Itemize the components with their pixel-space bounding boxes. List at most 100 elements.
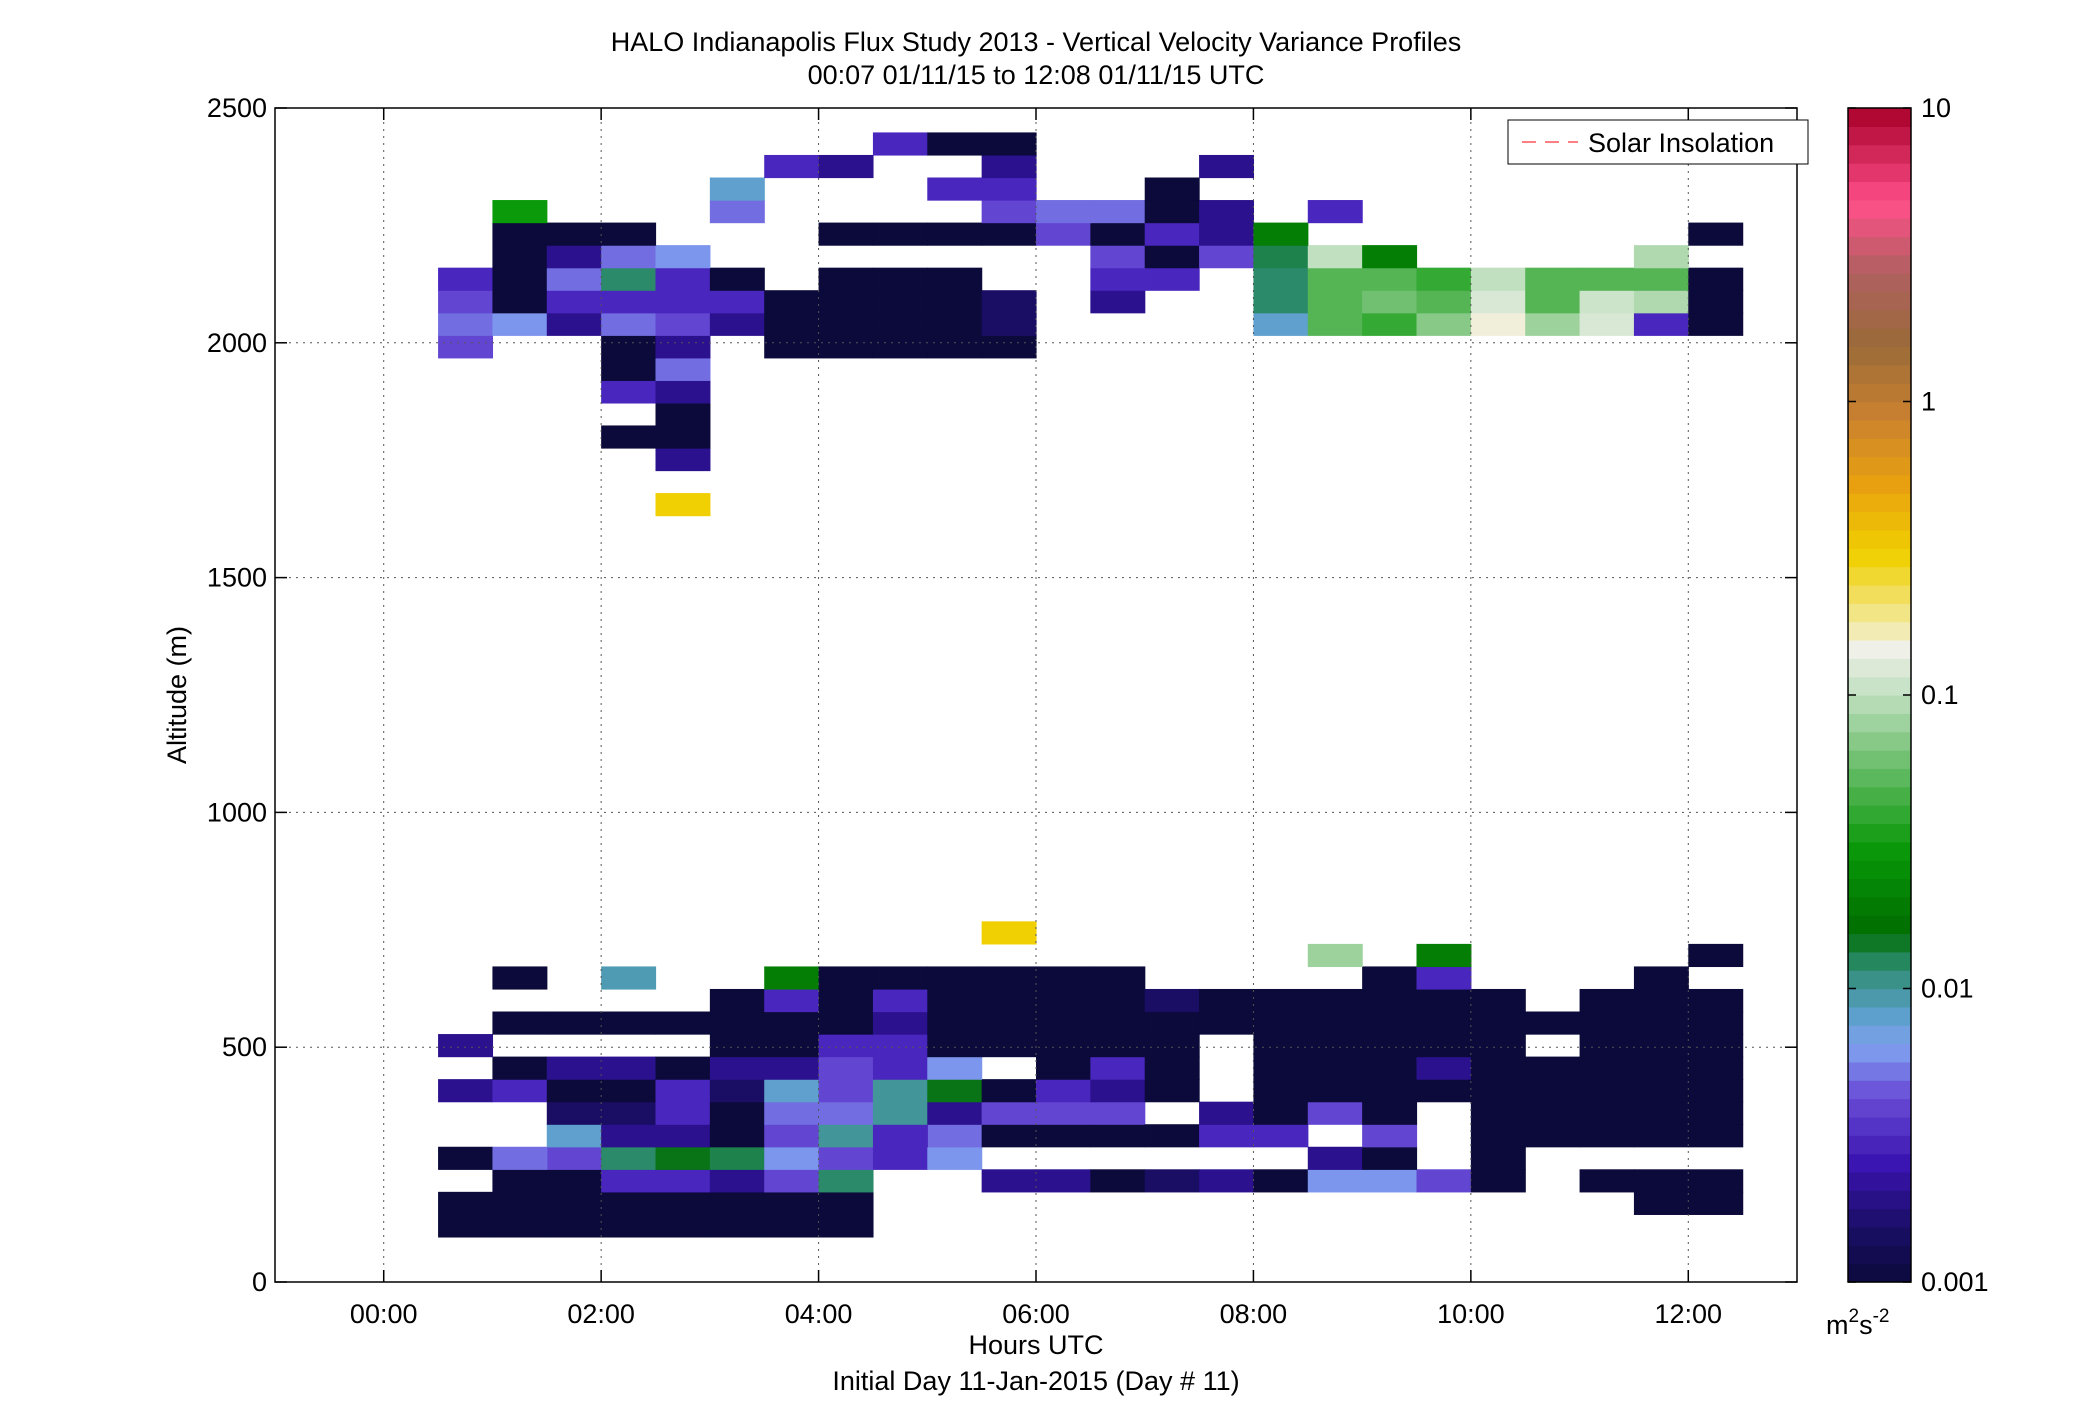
heatmap-cell — [1362, 1079, 1418, 1103]
heatmap-cell — [438, 1146, 494, 1170]
heatmap-cell — [1090, 1056, 1146, 1080]
colorbar-segment — [1848, 1208, 1911, 1228]
heatmap-cell — [1253, 1034, 1309, 1058]
heatmap-cell — [655, 1169, 711, 1193]
heatmap-cell — [981, 200, 1037, 224]
heatmap-cell — [438, 1214, 494, 1238]
heatmap-cell — [1633, 1011, 1689, 1035]
heatmap-cell — [709, 267, 765, 291]
heatmap-cell — [872, 1079, 928, 1103]
heatmap-cell — [1090, 1124, 1146, 1148]
heatmap-cell — [981, 988, 1037, 1013]
heatmap-cell — [1633, 1124, 1689, 1148]
heatmap-cell — [1525, 1101, 1581, 1125]
heatmap-cell — [1362, 1034, 1418, 1058]
colorbar-segment — [1848, 474, 1911, 494]
y-tick-label: 500 — [222, 1032, 267, 1062]
colorbar — [1848, 108, 1911, 1283]
heatmap-cell — [1362, 267, 1418, 291]
heatmap-cell — [655, 335, 711, 359]
heatmap-cell — [1090, 290, 1146, 314]
heatmap-cell — [492, 245, 548, 269]
heatmap-cell — [1688, 1056, 1744, 1080]
colorbar-segment — [1848, 493, 1911, 513]
heatmap-cell — [1199, 1101, 1255, 1125]
heatmap-cell — [655, 1056, 711, 1080]
heatmap-cell — [655, 290, 711, 314]
y-tick-label: 2500 — [207, 93, 267, 123]
heatmap-cell — [1036, 200, 1091, 224]
heatmap-cell — [1090, 1011, 1146, 1035]
colorbar-segment — [1848, 621, 1911, 641]
heatmap-cell — [438, 290, 494, 314]
heatmap-cell — [1253, 290, 1309, 314]
heatmap-cell — [655, 1146, 711, 1170]
colorbar-segment — [1848, 915, 1911, 935]
colorbar-segment — [1848, 1153, 1911, 1173]
heatmap-cell — [546, 222, 602, 246]
heatmap-cell — [764, 1101, 820, 1125]
heatmap-cell — [1362, 966, 1418, 990]
colorbar-segment — [1848, 713, 1911, 733]
colorbar-segment — [1848, 695, 1911, 714]
heatmap-cell — [1036, 1124, 1091, 1148]
heatmap-cell — [1688, 988, 1744, 1013]
colorbar-segment — [1848, 144, 1911, 164]
heatmap-cell — [764, 1034, 820, 1058]
heatmap-cell — [1199, 988, 1255, 1013]
colorbar-segment — [1848, 658, 1911, 678]
heatmap-cell — [872, 132, 928, 156]
heatmap-cell — [1362, 1169, 1418, 1193]
heatmap-cell — [1579, 267, 1635, 291]
heatmap-cell — [601, 1101, 657, 1125]
heatmap-cell — [1144, 177, 1200, 201]
heatmap-cell — [1470, 1169, 1526, 1193]
y-tick-label: 0 — [252, 1267, 267, 1297]
colorbar-tick-label: 1 — [1921, 387, 1936, 417]
x-tick-label: 12:00 — [1654, 1299, 1722, 1329]
x-axis-label: Hours UTC — [968, 1330, 1103, 1360]
heatmap-cell — [1362, 312, 1418, 336]
heatmap-cell — [1144, 267, 1200, 291]
heatmap-cell — [818, 1011, 874, 1035]
heatmap-cell — [1633, 290, 1689, 314]
colorbar-segment — [1848, 199, 1911, 219]
heatmap-cell — [981, 1101, 1037, 1125]
heatmap-cell — [872, 1124, 928, 1148]
heatmap-cell — [1470, 1124, 1526, 1148]
heatmap-cell — [546, 1056, 602, 1080]
heatmap-cell — [1253, 267, 1309, 291]
heatmap-cell — [601, 1214, 657, 1238]
heatmap-cell — [1688, 290, 1744, 314]
colorbar-segment — [1848, 823, 1911, 843]
heatmap-cell — [1525, 1124, 1581, 1148]
heatmap-cell — [709, 1101, 765, 1125]
heatmap-cell — [818, 1056, 874, 1080]
heatmap-cell — [655, 402, 711, 427]
heatmap-cell — [1470, 1056, 1526, 1080]
heatmap-cell — [1307, 1079, 1363, 1103]
heatmap-cell — [492, 1191, 548, 1215]
colorbar-segment — [1848, 1190, 1911, 1210]
heatmap-cell — [601, 1124, 657, 1148]
heatmap-cell — [655, 245, 711, 269]
heatmap-cell — [1525, 312, 1581, 336]
heatmap-cell — [601, 425, 657, 449]
heatmap-cell — [981, 132, 1037, 156]
x-tick-label: 08:00 — [1220, 1299, 1288, 1329]
colorbar-segment — [1848, 273, 1911, 293]
heatmap-cell — [1090, 267, 1146, 291]
heatmap-cell — [927, 966, 983, 990]
heatmap-cell — [1688, 1191, 1744, 1215]
heatmap-cell — [1470, 1146, 1526, 1170]
heatmap-cell — [601, 245, 657, 269]
heatmap-cell — [764, 1146, 820, 1170]
colorbar-segment — [1848, 401, 1911, 421]
y-tick-label: 1000 — [207, 797, 267, 827]
heatmap-cell — [927, 335, 983, 359]
heatmap-cell — [1416, 943, 1472, 968]
heatmap-cell — [927, 132, 983, 156]
heatmap-cell — [1688, 943, 1744, 968]
heatmap-cell — [1036, 1101, 1091, 1125]
colorbar-segment — [1848, 1171, 1911, 1191]
